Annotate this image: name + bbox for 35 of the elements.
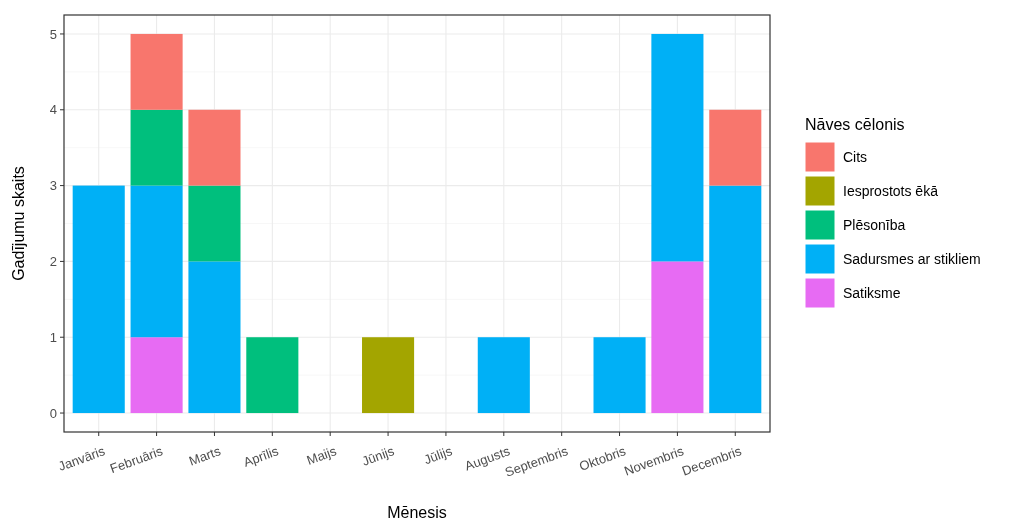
x-tick-label: Maijs bbox=[304, 443, 339, 468]
bar bbox=[188, 185, 241, 262]
bar bbox=[130, 185, 183, 338]
bar bbox=[72, 185, 125, 414]
x-axis-title: Mēnesis bbox=[387, 504, 447, 521]
y-tick-label: 5 bbox=[49, 26, 57, 42]
y-axis-title: Gadījumu skaits bbox=[10, 166, 27, 281]
y-tick-label: 0 bbox=[49, 405, 57, 421]
legend-label: Plēsonība bbox=[843, 216, 906, 233]
x-tick-label: Jūnijs bbox=[359, 443, 397, 469]
bar bbox=[477, 337, 530, 414]
legend-label: Sadursmes ar stikliem bbox=[843, 250, 981, 267]
bar bbox=[651, 33, 704, 262]
x-tick-label: Marts bbox=[186, 443, 224, 469]
bar bbox=[246, 337, 299, 414]
bar bbox=[188, 261, 241, 414]
bar bbox=[130, 33, 183, 110]
legend-label: Iesprostots ēkā bbox=[843, 182, 939, 199]
bar bbox=[188, 109, 241, 186]
bar bbox=[130, 109, 183, 186]
x-tick-label: Aprīlis bbox=[241, 443, 281, 470]
y-tick-label: 3 bbox=[49, 178, 57, 194]
y-tick-label: 2 bbox=[49, 253, 57, 269]
bar bbox=[709, 109, 762, 186]
bar bbox=[593, 337, 646, 414]
y-tick-label: 1 bbox=[49, 329, 57, 345]
bar bbox=[709, 185, 762, 414]
y-tick-label: 4 bbox=[49, 102, 57, 118]
legend-label: Satiksme bbox=[843, 284, 901, 301]
bar bbox=[130, 337, 183, 414]
x-tick-label: Jūlijs bbox=[421, 443, 455, 468]
bar bbox=[362, 337, 415, 414]
legend-label: Cits bbox=[843, 148, 868, 165]
bar bbox=[651, 261, 704, 414]
legend-title: Nāves cēlonis bbox=[805, 116, 905, 133]
